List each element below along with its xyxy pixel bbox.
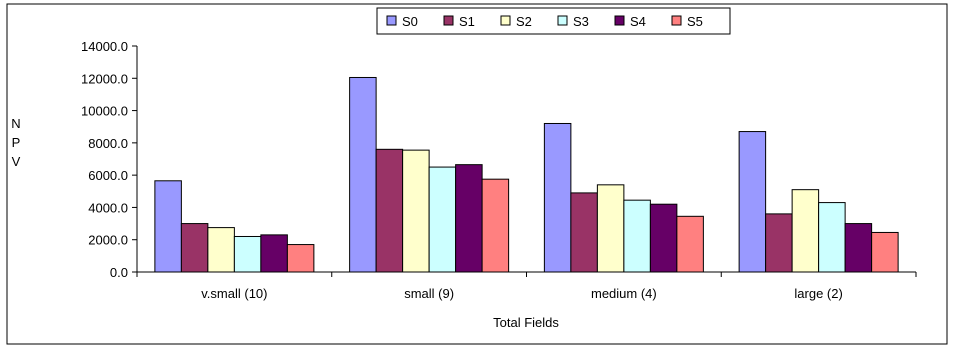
bar-s0-2 xyxy=(543,122,572,273)
bar-s5-2 xyxy=(676,215,704,273)
bar-s1-3 xyxy=(765,213,793,273)
legend-label-s2: S2 xyxy=(516,14,532,29)
bar-s5-1 xyxy=(481,178,510,273)
bar-s1-1 xyxy=(375,148,404,273)
legend-label-s1: S1 xyxy=(459,14,475,29)
bar-s1-0 xyxy=(180,223,209,273)
bar-s5-3 xyxy=(871,231,899,273)
bar-s4-0 xyxy=(260,234,288,273)
bar-s4-1 xyxy=(455,164,483,273)
legend-label-s5: S5 xyxy=(687,14,703,29)
x-tick-label: medium (4) xyxy=(591,286,657,301)
bar-s5-0 xyxy=(286,244,315,273)
legend-swatch-s5 xyxy=(671,15,682,26)
x-tick-label: small (9) xyxy=(404,286,454,301)
legend-label-s3: S3 xyxy=(573,14,589,29)
bar-s3-1 xyxy=(428,166,457,273)
legend-swatch-s2 xyxy=(500,15,511,26)
legend-box xyxy=(376,7,731,35)
bar-s0-3 xyxy=(738,131,767,273)
bar-s0-1 xyxy=(349,76,377,273)
bar-s4-3 xyxy=(844,223,873,273)
bar-s2-2 xyxy=(596,184,625,273)
y-tick-label: 6000.0 xyxy=(88,168,128,183)
legend-swatch-s0 xyxy=(386,15,397,26)
bar-s3-0 xyxy=(233,235,262,273)
y-tick-label: 10000.0 xyxy=(81,104,128,119)
bar-s1-2 xyxy=(570,192,598,273)
legend-swatch-s4 xyxy=(614,15,625,26)
bar-s2-0 xyxy=(207,227,235,273)
legend-label-s4: S4 xyxy=(630,14,646,29)
legend-swatch-s3 xyxy=(557,15,568,26)
bar-s2-1 xyxy=(402,149,430,273)
y-tick-label: 12000.0 xyxy=(81,71,128,86)
legend: S0 S1 S2 S3 S4 S5 xyxy=(376,7,731,35)
bar-s4-2 xyxy=(649,203,678,273)
y-tick-label: 0.0 xyxy=(110,265,128,280)
y-tick-label: 4000.0 xyxy=(88,200,128,215)
y-tick-label: 8000.0 xyxy=(88,136,128,151)
legend-label-s0: S0 xyxy=(402,14,418,29)
x-axis-title: Total Fields xyxy=(493,315,559,330)
legend-swatch-s1 xyxy=(443,15,454,26)
y-tick-label: 14000.0 xyxy=(81,39,128,54)
x-tick-label: large (2) xyxy=(794,286,842,301)
bar-s0-0 xyxy=(154,180,182,273)
y-axis: 0.0 2000.0 4000.0 6000.0 8000.0 10000.0 12000.… xyxy=(81,39,138,280)
bar-s2-3 xyxy=(791,189,820,273)
bar-s3-2 xyxy=(623,199,651,273)
bars xyxy=(154,76,899,273)
bar-s3-3 xyxy=(818,202,846,273)
x-tick-label: v.small (10) xyxy=(201,286,267,301)
y-tick-label: 2000.0 xyxy=(88,233,128,248)
